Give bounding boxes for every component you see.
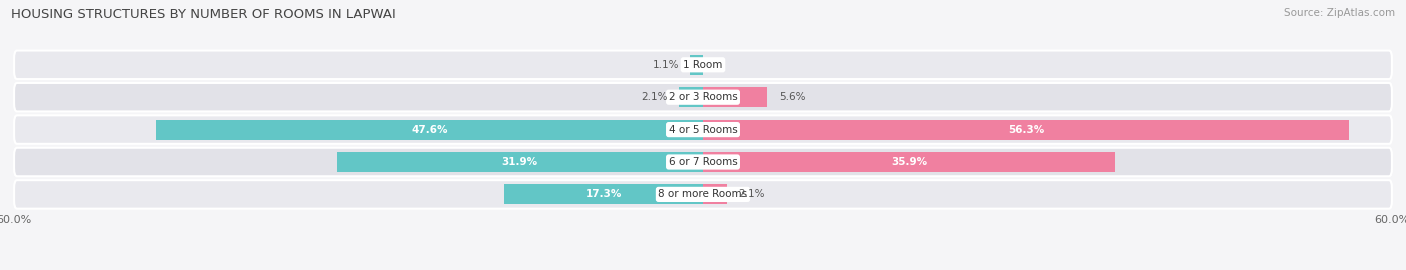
Text: 47.6%: 47.6%: [412, 124, 449, 135]
Text: 8 or more Rooms: 8 or more Rooms: [658, 189, 748, 200]
Text: 6 or 7 Rooms: 6 or 7 Rooms: [669, 157, 737, 167]
Bar: [703, 152, 1115, 172]
FancyBboxPatch shape: [14, 83, 1392, 112]
Text: HOUSING STRUCTURES BY NUMBER OF ROOMS IN LAPWAI: HOUSING STRUCTURES BY NUMBER OF ROOMS IN…: [11, 8, 396, 21]
FancyBboxPatch shape: [14, 50, 1392, 79]
Text: 4 or 5 Rooms: 4 or 5 Rooms: [669, 124, 737, 135]
Bar: [703, 120, 1350, 140]
Bar: [703, 87, 768, 107]
Bar: [505, 184, 703, 204]
Text: 56.3%: 56.3%: [1008, 124, 1045, 135]
Bar: [336, 152, 703, 172]
Text: 2 or 3 Rooms: 2 or 3 Rooms: [669, 92, 737, 102]
Text: 17.3%: 17.3%: [585, 189, 621, 200]
FancyBboxPatch shape: [14, 180, 1392, 209]
Text: 31.9%: 31.9%: [502, 157, 538, 167]
Text: 35.9%: 35.9%: [891, 157, 927, 167]
Text: 2.1%: 2.1%: [738, 189, 765, 200]
Text: 1.1%: 1.1%: [652, 60, 679, 70]
Bar: [690, 55, 703, 75]
Bar: [703, 184, 727, 204]
Text: 1 Room: 1 Room: [683, 60, 723, 70]
Text: 2.1%: 2.1%: [641, 92, 668, 102]
FancyBboxPatch shape: [14, 115, 1392, 144]
Text: Source: ZipAtlas.com: Source: ZipAtlas.com: [1284, 8, 1395, 18]
Bar: [156, 120, 703, 140]
FancyBboxPatch shape: [14, 148, 1392, 176]
Text: 5.6%: 5.6%: [779, 92, 806, 102]
Bar: [679, 87, 703, 107]
